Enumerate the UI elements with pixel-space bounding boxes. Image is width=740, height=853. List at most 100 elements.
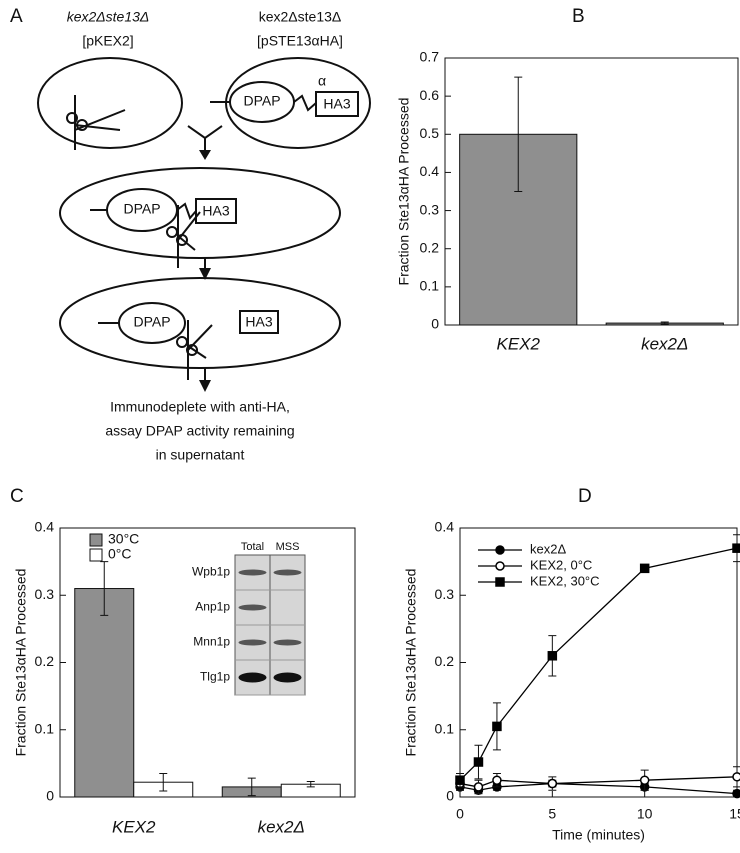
marker [547, 651, 558, 661]
ha-label: HA3 [202, 203, 229, 219]
error-bar [247, 777, 256, 797]
ha-tag [239, 310, 279, 334]
y-tick-label: 0.5 [420, 125, 440, 141]
arrow [199, 380, 211, 392]
y-axis-label: Fraction Ste13αHA Processed [13, 569, 29, 757]
arrow [199, 268, 211, 280]
ha-tag [195, 198, 237, 224]
caption: assay DPAP activity remaining [105, 423, 294, 439]
blot-band [238, 569, 267, 576]
dpap-label: DPAP [123, 201, 160, 217]
marker [639, 775, 650, 785]
x-tick-label: 15 [729, 806, 740, 822]
marker [492, 775, 502, 785]
y-tick-label: 0.2 [435, 653, 455, 669]
cell [59, 167, 341, 259]
y-tick-label: 0.7 [420, 49, 440, 65]
plot-frame [444, 57, 739, 326]
legend-label: 0°C [108, 546, 132, 562]
y-tick-label: 0.2 [35, 653, 55, 669]
marker [473, 757, 484, 767]
error-bar [100, 561, 109, 616]
x-tick-label: 0 [456, 806, 464, 822]
x-tick-label: kex2Δ [258, 817, 305, 836]
blot-column-label: Total [241, 541, 264, 553]
legend-marker [495, 561, 505, 571]
x-tick-label: kex2Δ [641, 334, 688, 353]
marker [732, 543, 740, 553]
marker [639, 563, 650, 574]
panel-label: B [572, 6, 585, 27]
cell [59, 277, 341, 369]
legend-label: 30°C [108, 531, 139, 547]
scissors [176, 234, 188, 246]
caption: in supernatant [156, 447, 245, 463]
marker [455, 775, 465, 785]
y-tick-label: 0.3 [35, 586, 55, 602]
legend-marker [495, 577, 505, 587]
strain-label: kex2Δste13Δ [67, 9, 150, 25]
ha-tag [315, 91, 359, 117]
error-bar [159, 772, 168, 792]
x-tick-label: 10 [637, 806, 653, 822]
y-tick-label: 0 [46, 788, 54, 804]
alpha-label: α [318, 73, 326, 89]
blot-band [238, 672, 267, 683]
x-axis-label: Time (minutes) [552, 827, 645, 843]
marker [732, 788, 740, 799]
linker [176, 202, 197, 220]
blot-column-label: MSS [276, 541, 300, 553]
y-tick-label: 0.4 [35, 519, 55, 535]
dpap-label: DPAP [243, 93, 280, 109]
diagram: A kex2Δste13Δ [pKEX2] kex2Δste13Δ [pSTE1… [10, 6, 371, 463]
panel-label: C [10, 486, 24, 507]
legend-label: KEX2, 0°C [530, 557, 592, 572]
blot-row-label: Anp1p [195, 600, 230, 614]
y-tick-label: 0.2 [420, 239, 440, 255]
marker [473, 782, 484, 792]
plasmid-label: [pSTE13αHA] [257, 33, 343, 49]
caption: Immunodeplete with anti-HA, [110, 399, 290, 415]
marker [732, 772, 740, 782]
y-axis-label: Fraction Ste13αHA Processed [403, 569, 419, 757]
blot-band [238, 604, 267, 611]
scissors [176, 336, 188, 348]
marker [492, 721, 502, 732]
bar [74, 588, 135, 798]
scissors [74, 95, 126, 150]
legend-marker [495, 545, 505, 555]
legend-label: KEX2, 30°C [530, 573, 600, 588]
blot-row-label: Mnn1p [193, 635, 230, 649]
strain-label: kex2Δste13Δ [259, 9, 342, 25]
cell [37, 57, 183, 149]
linker [293, 94, 317, 112]
arrow [199, 150, 211, 160]
panel-label: A [10, 6, 23, 27]
error-bar [306, 781, 315, 788]
y-tick-label: 0 [446, 788, 454, 804]
legend-label: kex2Δ [530, 541, 566, 556]
scissors [186, 344, 198, 356]
series-line [459, 782, 738, 795]
plasmid-label: [pKEX2] [82, 33, 133, 49]
error-bar [514, 76, 523, 192]
y-tick-label: 0 [431, 316, 439, 332]
panel-label: D [578, 486, 592, 507]
y-tick-label: 0.3 [435, 586, 455, 602]
scissors [66, 112, 78, 124]
ha-label: HA3 [323, 96, 350, 112]
y-tick-label: 0.6 [420, 87, 440, 103]
dpap-label: DPAP [133, 314, 170, 330]
y-tick-label: 0.3 [420, 201, 440, 217]
scissors [76, 119, 88, 131]
merge [187, 125, 223, 150]
y-axis-label: Fraction Ste13αHA Processed [396, 98, 412, 286]
y-tick-label: 0.1 [420, 278, 440, 294]
scissors [187, 320, 213, 380]
blot-band [238, 639, 267, 646]
blot-row-label: Wpb1p [192, 565, 230, 579]
scissors [166, 226, 178, 238]
x-tick-label: KEX2 [112, 817, 156, 836]
blot-band [273, 569, 302, 576]
